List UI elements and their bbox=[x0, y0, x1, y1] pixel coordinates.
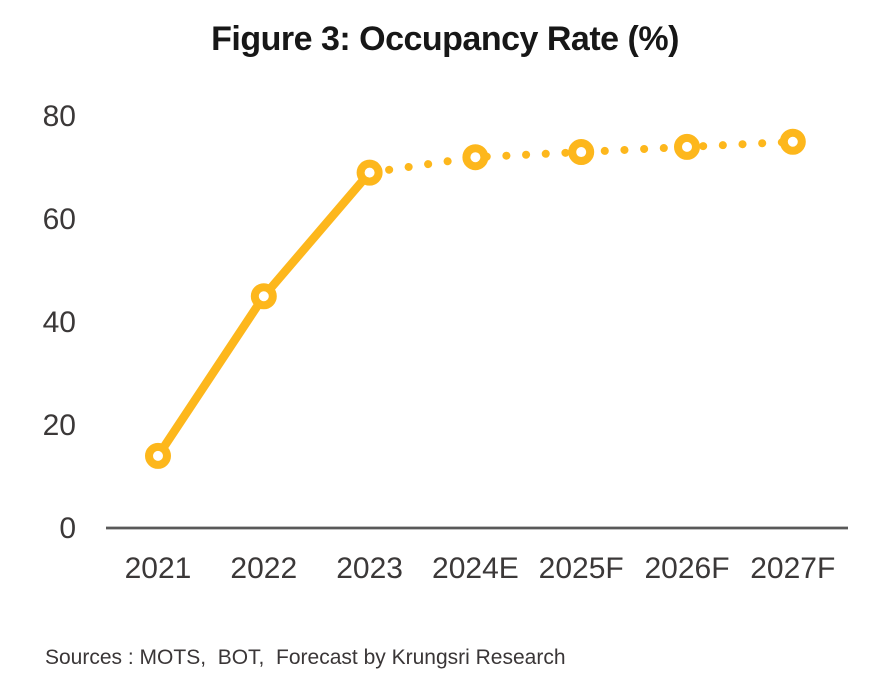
x-axis-tick-label: 2026F bbox=[644, 552, 729, 585]
data-point-marker bbox=[462, 144, 489, 171]
x-axis-tick-label: 2027F bbox=[750, 552, 835, 585]
data-point-marker bbox=[250, 283, 277, 310]
y-axis-tick-label: 0 bbox=[59, 512, 76, 545]
x-axis-tick-label: 2022 bbox=[230, 552, 297, 585]
data-point-marker bbox=[356, 159, 383, 186]
data-point-marker bbox=[779, 128, 806, 155]
x-axis-tick-label: 2021 bbox=[125, 552, 192, 585]
source-note: Sources : MOTS, BOT, Forecast by Krungsr… bbox=[45, 646, 566, 669]
chart-title: Figure 3: Occupancy Rate (%) bbox=[211, 20, 679, 58]
y-axis-tick-label: 60 bbox=[43, 203, 76, 236]
data-point-marker bbox=[145, 442, 171, 469]
occupancy-rate-line-chart: 0 20 40 60 80 2021 2022 2023 2024E 2025F 2026F 2027… bbox=[43, 100, 848, 585]
x-axis-tick-label: 2025F bbox=[539, 552, 624, 585]
data-point-marker bbox=[568, 139, 595, 166]
x-axis-tick-label: 2023 bbox=[336, 552, 403, 585]
x-axis-tick-label: 2024E bbox=[432, 552, 519, 585]
data-point-marker bbox=[674, 133, 700, 160]
y-axis-tick-label: 40 bbox=[43, 306, 76, 339]
y-axis-tick-label: 20 bbox=[43, 409, 76, 442]
y-axis-tick-label: 80 bbox=[43, 100, 76, 133]
actual-solid-line bbox=[153, 168, 374, 461]
